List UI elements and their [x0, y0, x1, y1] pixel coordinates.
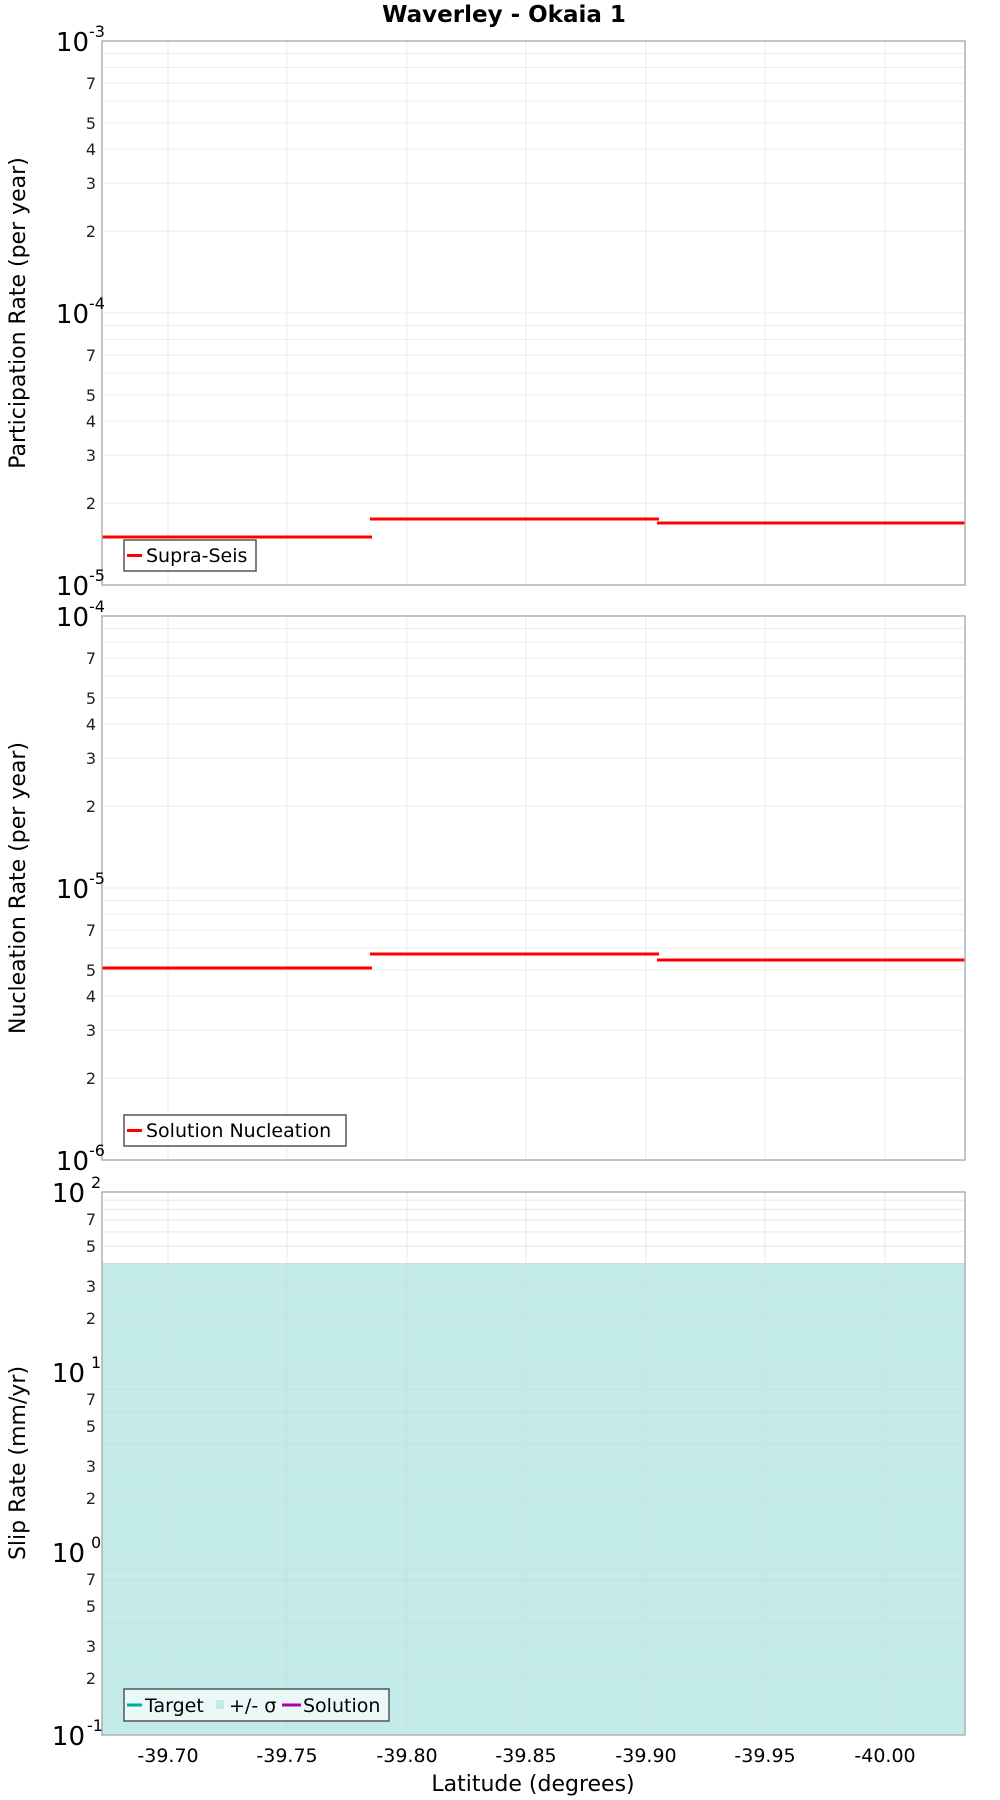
svg-text:-39.95: -39.95 — [734, 1745, 795, 1767]
svg-text:5: 5 — [86, 114, 96, 133]
svg-text:-4: -4 — [89, 294, 105, 313]
svg-text:10: 10 — [56, 28, 89, 58]
solution-nucleation-series — [102, 952, 965, 970]
panel-slip-rate: Target +/- σ Solution 10 2 10 1 10 0 10 … — [6, 1173, 966, 1752]
y-axis-label-slip-rate: Slip Rate (mm/yr) — [6, 1366, 31, 1560]
y-axis-ticks: 10 2 10 1 10 0 10 -1 7 5 3 2 7 5 3 2 7 5… — [52, 1173, 103, 1752]
svg-text:4: 4 — [86, 140, 96, 159]
svg-text:3: 3 — [86, 1277, 96, 1296]
legend-label-solution-nucleation: Solution Nucleation — [146, 1120, 331, 1142]
svg-text:5: 5 — [86, 961, 96, 980]
svg-text:5: 5 — [86, 689, 96, 708]
svg-text:2: 2 — [86, 1069, 96, 1088]
svg-text:7: 7 — [86, 921, 96, 940]
legend-label-sigma: +/- σ — [229, 1695, 276, 1717]
svg-text:5: 5 — [86, 1417, 96, 1436]
svg-text:-1: -1 — [87, 1716, 103, 1735]
svg-text:3: 3 — [86, 174, 96, 193]
svg-text:10: 10 — [56, 300, 89, 330]
svg-text:7: 7 — [86, 649, 96, 668]
svg-text:2: 2 — [91, 1173, 101, 1192]
sigma-band — [102, 1263, 965, 1735]
svg-text:7: 7 — [86, 346, 96, 365]
svg-text:3: 3 — [86, 1021, 96, 1040]
svg-text:3: 3 — [86, 1637, 96, 1656]
svg-text:2: 2 — [86, 1309, 96, 1328]
svg-text:-4: -4 — [89, 597, 105, 616]
supra-seis-series — [102, 517, 965, 539]
svg-text:2: 2 — [86, 222, 96, 241]
svg-text:10: 10 — [52, 1539, 85, 1569]
svg-text:-5: -5 — [89, 869, 105, 888]
svg-text:10: 10 — [52, 1359, 85, 1389]
plot-frame — [101, 40, 966, 586]
svg-text:7: 7 — [86, 1210, 96, 1229]
svg-text:-39.85: -39.85 — [495, 1745, 556, 1767]
chart-title: Waverley - Okaia 1 — [382, 2, 626, 28]
svg-text:-40.00: -40.00 — [854, 1745, 915, 1767]
svg-text:2: 2 — [86, 1489, 96, 1508]
svg-text:-5: -5 — [89, 566, 105, 585]
svg-text:5: 5 — [86, 1597, 96, 1616]
svg-text:4: 4 — [86, 987, 96, 1006]
svg-text:10: 10 — [56, 572, 89, 602]
svg-text:10: 10 — [56, 603, 89, 633]
svg-text:10: 10 — [52, 1722, 85, 1752]
x-axis-label: Latitude (degrees) — [431, 1772, 634, 1797]
svg-text:3: 3 — [86, 446, 96, 465]
legend-label-solution: Solution — [303, 1695, 380, 1717]
legend-swatch-sigma — [216, 1700, 224, 1709]
svg-text:-39.90: -39.90 — [615, 1745, 676, 1767]
svg-text:5: 5 — [86, 386, 96, 405]
legend-label-target: Target — [144, 1695, 204, 1717]
svg-text:3: 3 — [86, 749, 96, 768]
grid — [102, 41, 965, 585]
svg-text:4: 4 — [86, 412, 96, 431]
svg-text:3: 3 — [86, 1457, 96, 1476]
svg-text:2: 2 — [86, 1669, 96, 1688]
svg-text:7: 7 — [86, 74, 96, 93]
grid — [102, 1192, 965, 1735]
y-axis-label-nucleation: Nucleation Rate (per year) — [6, 742, 31, 1034]
svg-text:7: 7 — [86, 1570, 96, 1589]
plot-frame — [101, 615, 966, 1161]
svg-text:7: 7 — [86, 1390, 96, 1409]
svg-text:10: 10 — [56, 875, 89, 905]
svg-text:-3: -3 — [89, 22, 105, 41]
svg-text:1: 1 — [91, 1353, 101, 1372]
svg-text:4: 4 — [86, 715, 96, 734]
svg-text:2: 2 — [86, 494, 96, 513]
svg-text:10: 10 — [56, 1147, 89, 1177]
svg-text:-39.80: -39.80 — [376, 1745, 437, 1767]
y-axis-ticks: 10 -4 10 -5 10 -6 7 5 4 3 2 7 5 4 3 2 — [56, 597, 105, 1177]
y-axis-label-participation: Participation Rate (per year) — [6, 157, 31, 469]
plot-frame — [101, 1191, 966, 1736]
grid — [102, 616, 965, 1160]
svg-text:10: 10 — [52, 1179, 85, 1209]
svg-text:5: 5 — [86, 1237, 96, 1256]
legend-label-supra-seis: Supra-Seis — [146, 545, 247, 567]
svg-text:2: 2 — [86, 797, 96, 816]
legend: Supra-Seis — [123, 539, 257, 572]
legend: Target +/- σ Solution — [123, 1688, 390, 1722]
y-axis-ticks: 10 -3 10 -4 10 -5 7 5 4 3 2 7 5 4 3 2 — [56, 22, 105, 602]
panel-nucleation: Solution Nucleation 10 -4 10 -5 10 -6 7 … — [6, 597, 966, 1177]
x-axis-ticks: -39.70 -39.75 -39.80 -39.85 -39.90 -39.9… — [137, 1745, 915, 1767]
legend: Solution Nucleation — [123, 1114, 347, 1147]
svg-text:-39.70: -39.70 — [137, 1745, 198, 1767]
panel-participation: Supra-Seis 10 -3 10 -4 10 -5 7 5 4 3 2 7… — [6, 22, 966, 602]
svg-text:-39.75: -39.75 — [256, 1745, 317, 1767]
svg-text:0: 0 — [91, 1533, 101, 1552]
svg-text:-6: -6 — [89, 1141, 105, 1160]
